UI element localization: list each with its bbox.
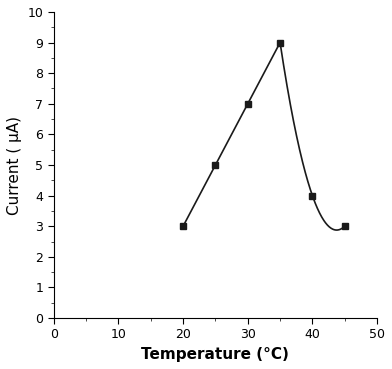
Y-axis label: Current ( μA): Current ( μA) xyxy=(7,115,22,214)
X-axis label: Temperature (°C): Temperature (°C) xyxy=(142,347,289,362)
